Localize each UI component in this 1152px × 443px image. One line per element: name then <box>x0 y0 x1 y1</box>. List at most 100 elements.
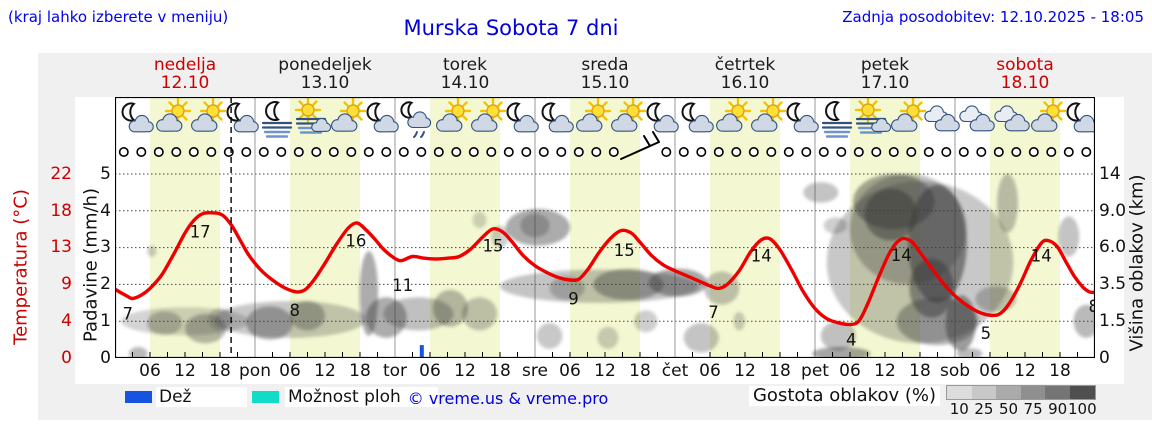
x-tick-label: 06 <box>279 361 301 381</box>
precip-circle <box>941 146 952 157</box>
precip-circle <box>363 146 374 157</box>
day-name: petek <box>860 55 910 75</box>
cloud-tick-label: 6.0 <box>1099 237 1127 257</box>
cloud-icon <box>331 113 358 132</box>
x-tick-label: 18 <box>209 361 231 381</box>
day-date: 14.10 <box>440 73 490 93</box>
x-day-label: čet <box>661 361 689 381</box>
sun-icon <box>164 97 192 125</box>
weather-icons-row <box>121 97 1095 138</box>
precip-circle <box>766 146 777 157</box>
cloud-icon <box>716 113 743 132</box>
temp-axis-title: Temperatura (°C) <box>10 189 32 345</box>
density-tick-label: 25 <box>974 400 994 418</box>
precip-circle <box>1046 146 1057 157</box>
weather-icon-clouds <box>959 105 995 132</box>
x-tick-label: 06 <box>559 361 581 381</box>
moon-icon <box>786 102 801 122</box>
cloud-tick-label: 0 <box>1099 348 1110 368</box>
precip-circle <box>573 146 584 157</box>
wind-barb-icon <box>620 131 660 160</box>
precip-circle <box>696 146 707 157</box>
precip-circle <box>311 146 322 157</box>
weather-icon-moon-cloud <box>226 102 259 133</box>
cloud-icon <box>688 114 714 133</box>
precip-circle <box>1028 146 1039 157</box>
weather-icon-sun-cloud <box>1031 97 1067 132</box>
svg-text:17: 17 <box>190 222 211 241</box>
cloud-icon <box>891 113 918 132</box>
cloud-icon <box>1073 114 1095 133</box>
precip-circle <box>503 146 514 157</box>
cloud-tick-label: 1.5 <box>1099 311 1127 331</box>
moon-icon <box>541 102 556 122</box>
cloud-icon <box>751 113 778 132</box>
weather-icon-moon-cloud <box>786 102 819 133</box>
sun-icon <box>339 97 367 125</box>
precip-circle <box>433 146 444 157</box>
x-day-label: tor <box>382 361 408 381</box>
precip-circle <box>906 146 917 157</box>
copyright: © vreme.us & vreme.pro <box>407 389 609 408</box>
svg-text:14: 14 <box>1031 247 1052 266</box>
x-tick-label: 12 <box>454 361 476 381</box>
weather-icon-moon-fog <box>261 101 293 138</box>
precip-circle <box>818 146 829 157</box>
svg-text:8: 8 <box>1089 297 1095 316</box>
sun-icon <box>479 97 507 125</box>
precip-circle <box>381 146 392 157</box>
density-tick-label: 50 <box>998 400 1019 418</box>
day-date: 12.10 <box>160 73 210 93</box>
day-band <box>430 97 500 358</box>
cloud-icon <box>548 114 574 133</box>
cloud-icon <box>407 111 432 129</box>
precip-symbols-row <box>118 131 1092 160</box>
x-day-label: pet <box>801 361 829 381</box>
weather-icon-moon-cloud <box>681 102 714 133</box>
weather-icon-sun-fog <box>854 97 892 134</box>
cloud-axis-strip <box>1124 53 1152 420</box>
svg-text:8: 8 <box>289 301 300 320</box>
day-date: 17.10 <box>860 73 910 93</box>
day-header-četrtek: četrtek 16.10 <box>675 56 815 92</box>
day-band <box>710 97 780 358</box>
cloud-icon <box>233 114 259 133</box>
precip-circle <box>258 146 269 157</box>
svg-text:15: 15 <box>614 241 635 260</box>
x-tick-label: 06 <box>699 361 721 381</box>
temp-tick-label: 18 <box>50 201 72 221</box>
day-header-petek: petek 17.10 <box>815 56 955 92</box>
precip-circle <box>836 146 847 157</box>
density-swatch <box>1069 386 1095 399</box>
precip-circle <box>993 146 1004 157</box>
precip-circle <box>136 146 147 157</box>
precip-circle <box>661 146 672 157</box>
weather-icon-clouds <box>924 105 960 132</box>
cloud-icon <box>373 114 399 133</box>
density-swatch <box>1045 386 1070 399</box>
precip-circle <box>206 146 217 157</box>
x-tick-label: 12 <box>874 361 896 381</box>
cloud-icon <box>969 113 995 132</box>
moon-icon <box>506 102 521 122</box>
rain-bar <box>419 345 424 358</box>
weather-icon-sun-cloud <box>611 97 647 132</box>
svg-text:9: 9 <box>568 290 579 309</box>
day-header-nedelja: nedelja 12.10 <box>115 56 255 92</box>
day-header-torek: torek 14.10 <box>395 56 535 92</box>
fog-icon <box>821 121 853 138</box>
precip-tick-label: 0 <box>100 348 111 368</box>
precip-circle <box>923 146 934 157</box>
x-tick-label: 18 <box>489 361 511 381</box>
x-tick-label: 18 <box>629 361 651 381</box>
x-day-label: sre <box>522 361 548 381</box>
weather-icon-sun-cloud <box>331 97 367 132</box>
weather-icon-moon-fog <box>821 101 853 138</box>
day-name: sobota <box>996 55 1054 75</box>
precip-circle <box>591 146 602 157</box>
svg-text:16: 16 <box>345 232 366 251</box>
weather-icon-sun-cloud <box>156 97 192 132</box>
weather-icon-sun-fog <box>294 97 332 134</box>
temp-tick-label: 0 <box>61 348 72 368</box>
x-tick-label: 18 <box>349 361 371 381</box>
